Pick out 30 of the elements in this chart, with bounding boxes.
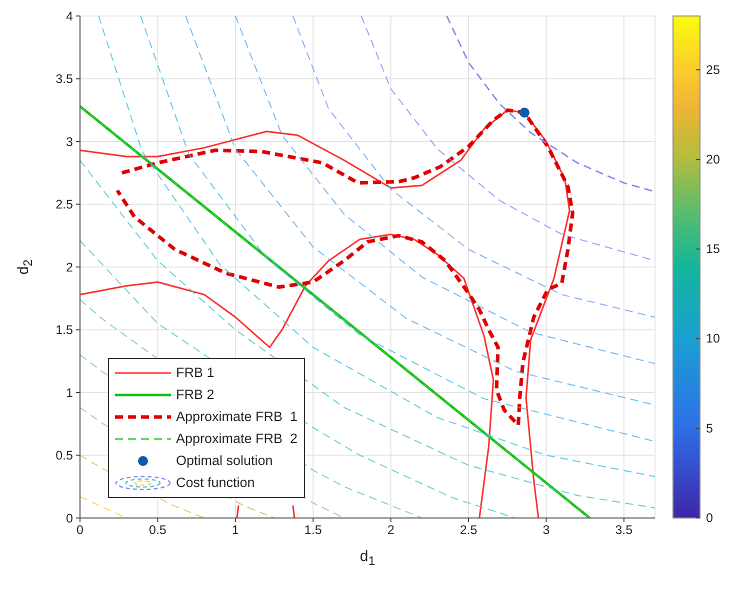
- x-tick-label: 1.5: [304, 522, 322, 537]
- y-tick-label: 1.5: [56, 323, 74, 338]
- x-tick-label: 2: [387, 522, 394, 537]
- x-tick-label: 0.5: [149, 522, 166, 537]
- x-tick-label: 3: [542, 522, 550, 537]
- x-tick-label: 0: [76, 522, 84, 537]
- color-bar-label: 5: [706, 421, 713, 436]
- legend-label: Approximate FRB 2: [176, 430, 298, 448]
- y-tick-label: 4: [66, 9, 74, 24]
- color-bar-label: 0: [706, 511, 713, 525]
- legend-label: Cost function: [176, 474, 255, 492]
- legend-label: FRB 1: [176, 364, 214, 382]
- y-tick-label: 1: [66, 386, 74, 400]
- color-bar-label: 10: [706, 332, 720, 346]
- y-tick-label: 2: [66, 260, 74, 274]
- y-tick-label: 3.5: [56, 72, 74, 86]
- y-tick-label: 0.5: [56, 448, 74, 463]
- y-tick-label: 0: [66, 511, 74, 526]
- x-axis-title: d$_{1}$: [358, 548, 376, 568]
- y-tick-label: 3: [66, 134, 74, 149]
- x-tick-label: 1: [232, 522, 239, 537]
- legend-label: Optimal solution: [176, 452, 273, 470]
- x-tick-label: 2.5: [460, 522, 478, 537]
- color-bar-label: 20: [706, 152, 720, 166]
- x-tick-label: 3.5: [615, 522, 633, 537]
- legend-label: Approximate FRB 1: [176, 408, 298, 426]
- legend-label: FRB 2: [176, 386, 214, 404]
- color-bar-label: 15: [706, 242, 720, 256]
- y-tick-label: 2.5: [56, 198, 74, 212]
- color-bar-label: 25: [706, 62, 720, 77]
